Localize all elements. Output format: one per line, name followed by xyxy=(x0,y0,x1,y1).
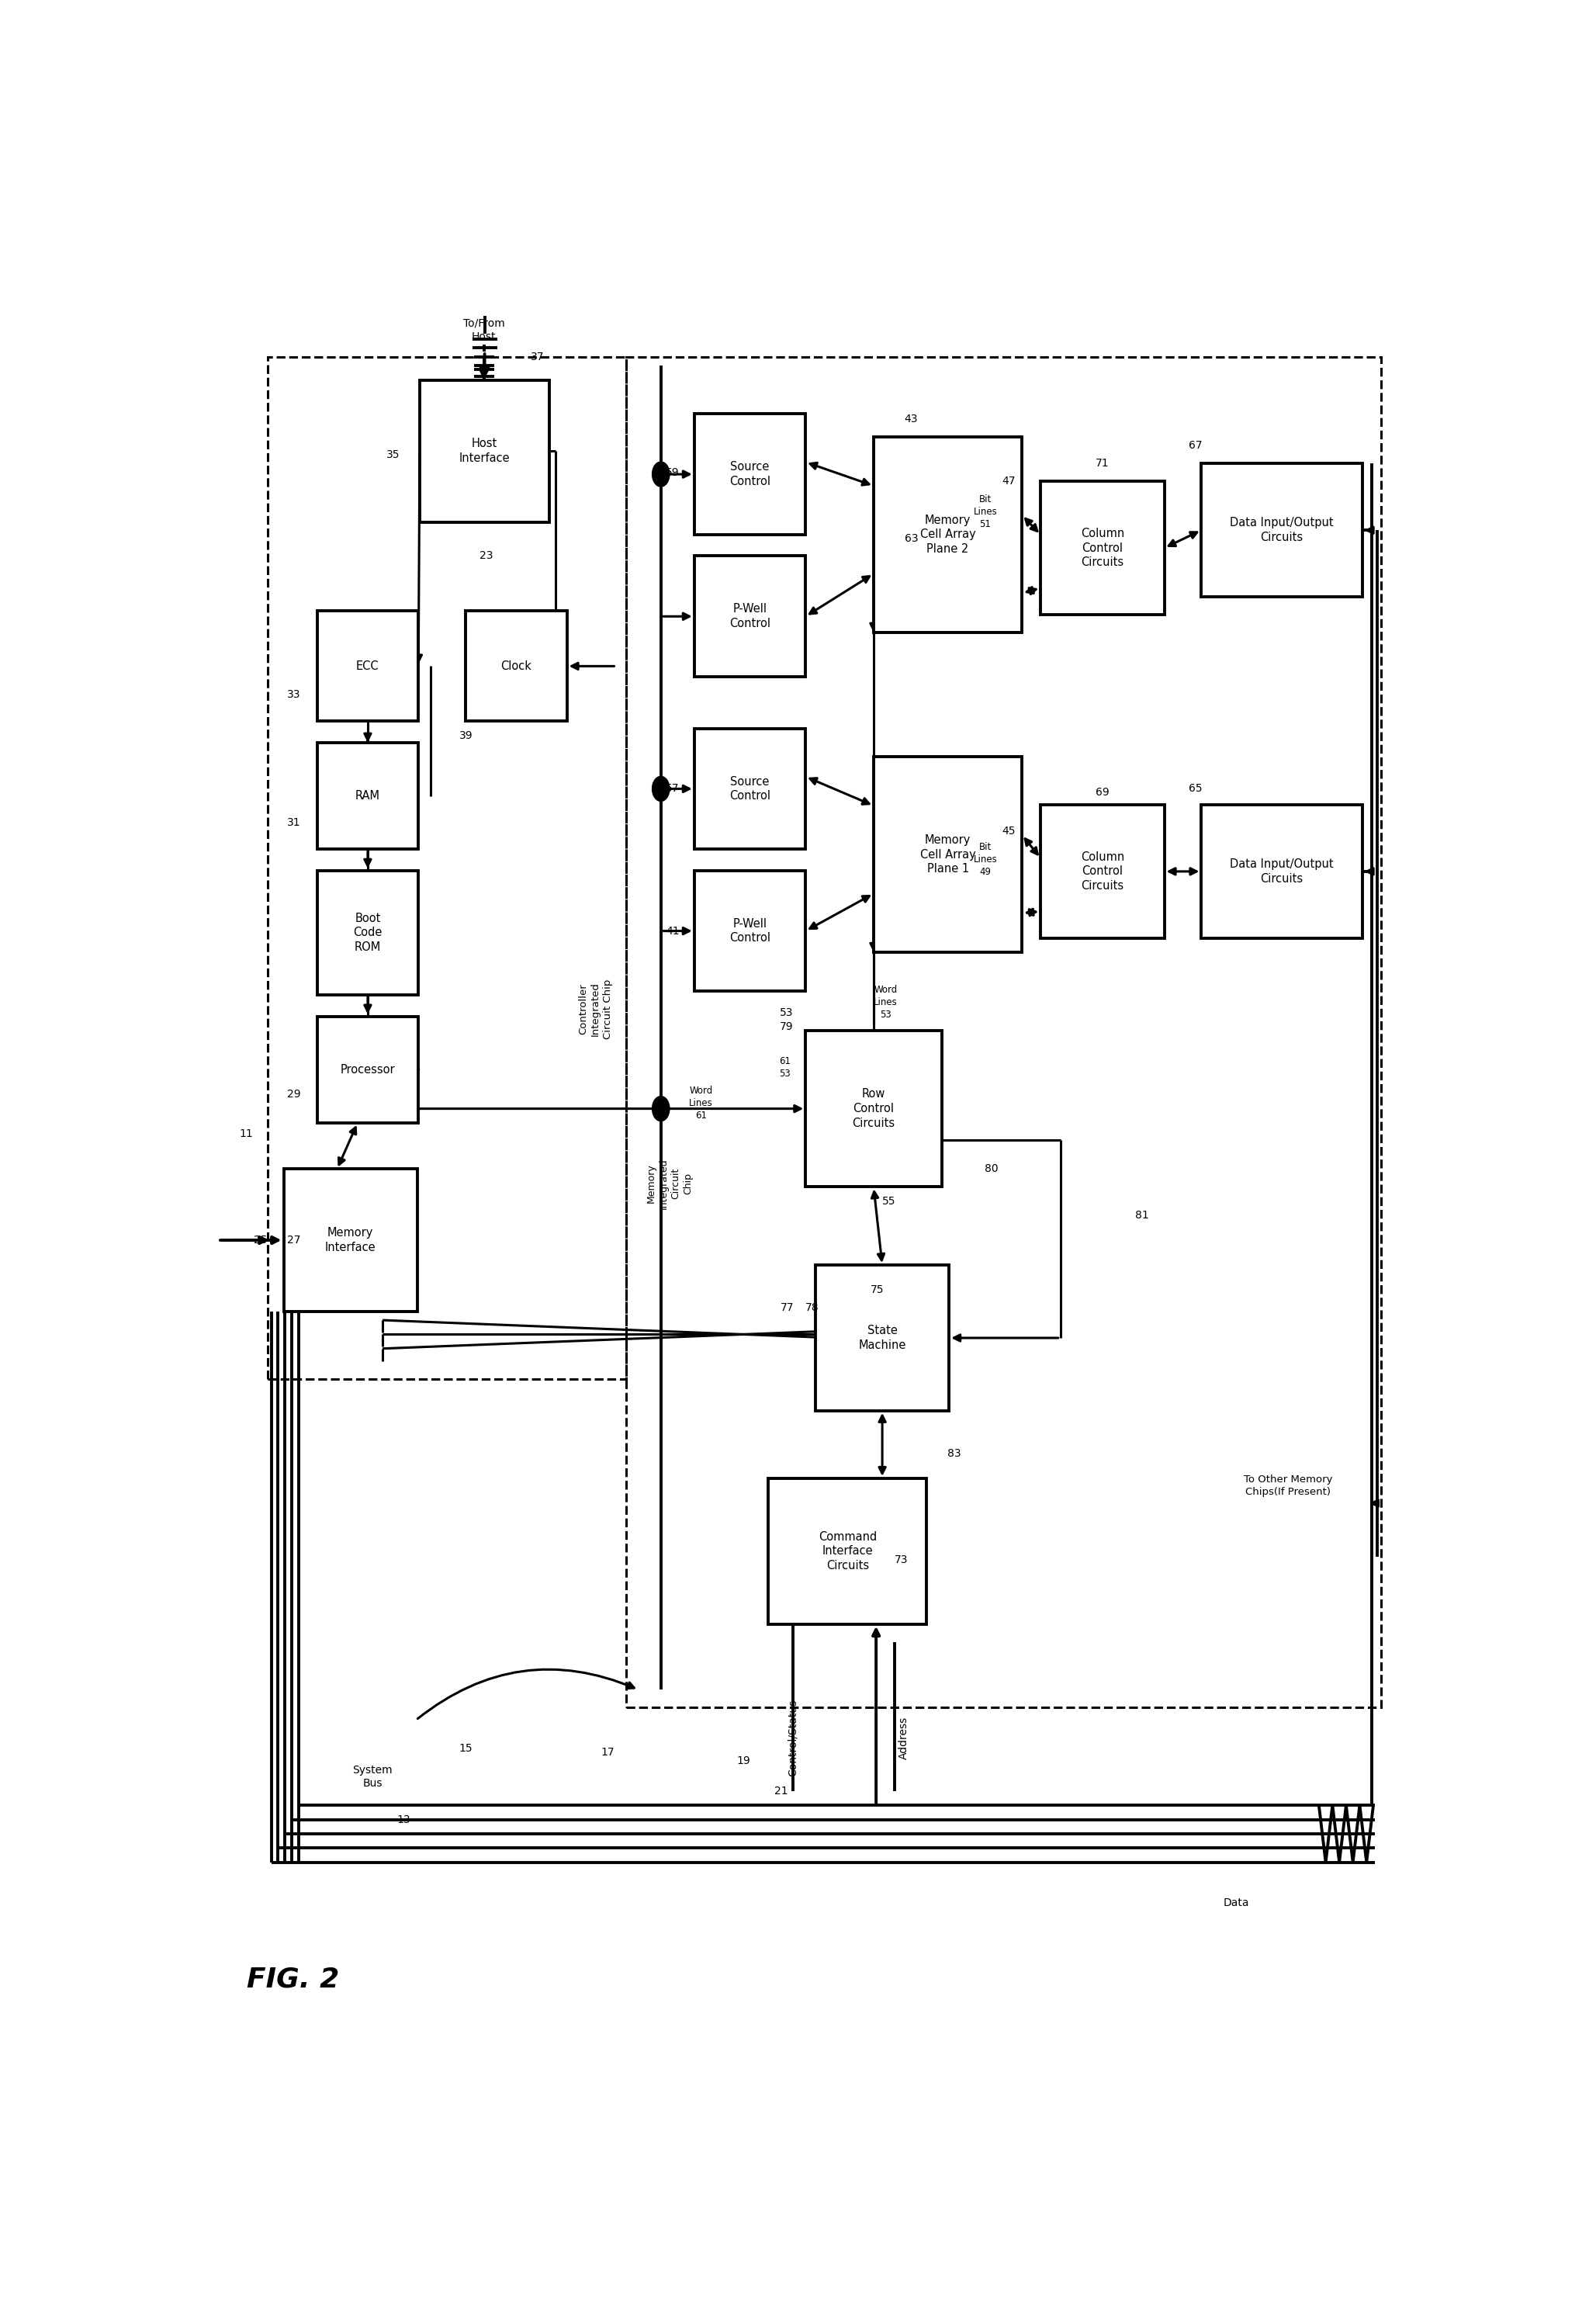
Bar xyxy=(318,1016,418,1124)
Bar xyxy=(816,1265,950,1410)
Text: 43: 43 xyxy=(905,413,918,425)
Text: Processor: Processor xyxy=(340,1064,396,1076)
Text: System
Bus: System Bus xyxy=(353,1766,393,1789)
Text: 77: 77 xyxy=(780,1302,793,1313)
Text: 69: 69 xyxy=(1095,787,1109,799)
Bar xyxy=(873,757,1021,953)
Text: RAM: RAM xyxy=(356,789,380,801)
Text: 27: 27 xyxy=(287,1235,302,1246)
Text: 37: 37 xyxy=(531,351,544,362)
Text: 11: 11 xyxy=(239,1129,254,1138)
Text: Data: Data xyxy=(1223,1897,1250,1909)
Text: Column
Control
Circuits: Column Control Circuits xyxy=(1080,529,1124,568)
Text: Memory
Cell Array
Plane 1: Memory Cell Array Plane 1 xyxy=(919,833,975,875)
Text: 78: 78 xyxy=(804,1302,819,1313)
Bar xyxy=(284,1170,417,1311)
Text: Boot
Code
ROM: Boot Code ROM xyxy=(353,912,381,953)
Text: 15: 15 xyxy=(460,1743,472,1754)
Text: 41: 41 xyxy=(666,926,680,937)
Circle shape xyxy=(653,1096,670,1122)
Text: 63: 63 xyxy=(905,533,918,545)
Bar xyxy=(694,556,806,676)
Text: 25: 25 xyxy=(254,1235,268,1246)
Text: Column
Control
Circuits: Column Control Circuits xyxy=(1080,852,1124,891)
Bar xyxy=(1041,482,1163,614)
Text: Source
Control: Source Control xyxy=(729,775,771,801)
Text: Data Input/Output
Circuits: Data Input/Output Circuits xyxy=(1231,859,1334,884)
Text: Address: Address xyxy=(899,1717,910,1759)
Text: P-Well
Control: P-Well Control xyxy=(729,919,771,944)
Bar xyxy=(318,743,418,849)
Text: 31: 31 xyxy=(287,817,302,829)
Text: 29: 29 xyxy=(287,1089,302,1101)
Text: Memory
Interface: Memory Interface xyxy=(326,1228,377,1253)
Text: Row
Control
Circuits: Row Control Circuits xyxy=(852,1089,895,1129)
Text: To Other Memory
Chips(If Present): To Other Memory Chips(If Present) xyxy=(1243,1475,1333,1496)
Bar xyxy=(806,1029,942,1186)
Text: State
Machine: State Machine xyxy=(859,1325,907,1350)
Bar xyxy=(268,358,626,1378)
Bar xyxy=(694,729,806,849)
Text: Data Input/Output
Circuits: Data Input/Output Circuits xyxy=(1231,517,1334,542)
Text: 67: 67 xyxy=(1189,441,1203,452)
Text: 57: 57 xyxy=(666,782,680,794)
Bar xyxy=(318,870,418,995)
Text: 75: 75 xyxy=(870,1286,884,1295)
Text: 17: 17 xyxy=(600,1747,614,1756)
Text: Word
Lines
61: Word Lines 61 xyxy=(689,1085,713,1122)
Bar xyxy=(694,413,806,535)
Text: 39: 39 xyxy=(460,729,472,741)
Text: Bit
Lines
51: Bit Lines 51 xyxy=(974,494,998,529)
Bar xyxy=(1202,464,1361,598)
Text: 73: 73 xyxy=(895,1556,908,1565)
Text: Controller
Integrated
Circuit Chip: Controller Integrated Circuit Chip xyxy=(578,979,613,1039)
Text: P-Well
Control: P-Well Control xyxy=(729,602,771,630)
Bar xyxy=(466,612,567,720)
Text: 19: 19 xyxy=(737,1756,750,1766)
Text: 47: 47 xyxy=(1002,475,1017,487)
Text: 61
53: 61 53 xyxy=(779,1057,790,1080)
Text: 13: 13 xyxy=(397,1814,410,1826)
Text: 71: 71 xyxy=(1095,457,1109,469)
Text: 80: 80 xyxy=(985,1163,998,1175)
Text: 59: 59 xyxy=(666,466,680,478)
Bar xyxy=(873,436,1021,632)
Text: Command
Interface
Circuits: Command Interface Circuits xyxy=(819,1530,876,1572)
Bar xyxy=(318,612,418,720)
Text: 65: 65 xyxy=(1189,782,1203,794)
Text: ECC: ECC xyxy=(356,660,380,672)
Text: 33: 33 xyxy=(287,690,302,699)
Text: Host
Interface: Host Interface xyxy=(460,439,511,464)
Text: Word
Lines
53: Word Lines 53 xyxy=(873,986,897,1020)
Text: Memory
Integrated
Circuit
Chip: Memory Integrated Circuit Chip xyxy=(646,1159,693,1209)
Bar xyxy=(626,358,1381,1708)
Circle shape xyxy=(653,775,670,801)
Text: Clock: Clock xyxy=(501,660,531,672)
Bar xyxy=(1041,805,1163,937)
Text: Bit
Lines
49: Bit Lines 49 xyxy=(974,842,998,877)
Text: 81: 81 xyxy=(1135,1209,1149,1221)
Text: 21: 21 xyxy=(774,1786,788,1796)
Text: Memory
Cell Array
Plane 2: Memory Cell Array Plane 2 xyxy=(919,515,975,554)
Text: FIG. 2: FIG. 2 xyxy=(246,1966,338,1992)
Circle shape xyxy=(653,462,670,487)
Text: To/From
Host: To/From Host xyxy=(463,319,504,342)
Text: Control/Status: Control/Status xyxy=(787,1699,798,1777)
Bar xyxy=(420,381,549,522)
Text: 35: 35 xyxy=(386,450,401,459)
Text: 83: 83 xyxy=(946,1447,961,1459)
Text: 53
79: 53 79 xyxy=(779,1009,793,1032)
Text: Source
Control: Source Control xyxy=(729,462,771,487)
Text: 45: 45 xyxy=(1002,826,1017,838)
Text: 23: 23 xyxy=(480,552,493,561)
Bar xyxy=(769,1479,927,1625)
Text: 55: 55 xyxy=(883,1196,895,1207)
Bar xyxy=(1202,805,1361,937)
Bar xyxy=(694,870,806,992)
